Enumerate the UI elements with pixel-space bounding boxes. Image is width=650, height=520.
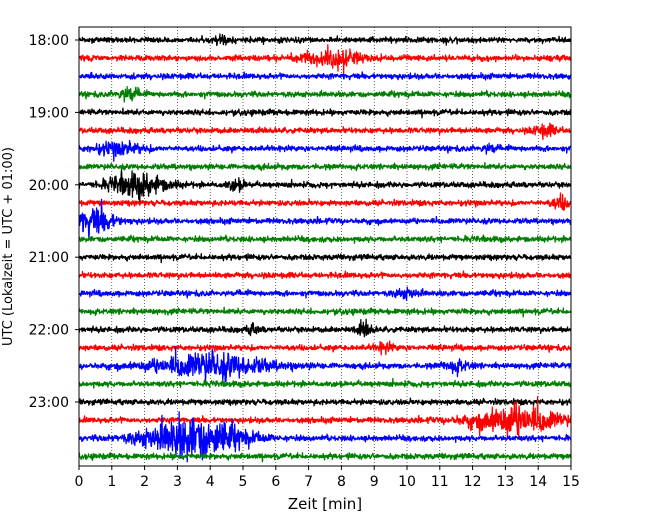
x-tick-label: 8 [337, 474, 346, 490]
x-tick-label: 0 [75, 474, 84, 490]
x-tick-label: 12 [464, 474, 482, 490]
trace-2115 [78, 270, 572, 280]
y-tick-label: 22:00 [29, 323, 69, 339]
trace-1945 [78, 161, 572, 172]
trace-2045 [78, 234, 572, 244]
trace-2015 [78, 192, 572, 211]
trace-1800 [78, 33, 572, 47]
trace-2000 [78, 169, 572, 203]
trace-2300 [78, 397, 572, 407]
y-axis-ticks: 18:00 19:00 20:00 21:00 22:00 23:00 [29, 33, 79, 411]
y-tick-label: 20:00 [29, 178, 69, 194]
x-tick-label: 7 [304, 474, 313, 490]
trace-1915 [78, 122, 572, 141]
seismogram-traces [78, 33, 572, 463]
trace-1845 [78, 86, 572, 103]
x-tick-label: 15 [562, 474, 580, 490]
trace-2130 [78, 286, 572, 301]
trace-1815 [78, 44, 572, 75]
x-axis-ticks: 0 1 2 3 4 5 6 7 8 9 10 11 12 13 14 15 [75, 466, 580, 490]
x-tick-label: 1 [107, 474, 116, 490]
trace-2245 [78, 377, 572, 389]
trace-1900 [78, 107, 572, 119]
x-tick-label: 2 [140, 474, 149, 490]
x-tick-label: 5 [239, 474, 248, 490]
trace-2030 [78, 198, 572, 240]
x-tick-label: 14 [529, 474, 547, 490]
x-axis-label: Zeit [min] [288, 495, 362, 513]
trace-2145 [78, 306, 572, 318]
trace-2330 [78, 411, 572, 463]
x-tick-label: 3 [173, 474, 182, 490]
y-tick-label: 21:00 [29, 250, 69, 266]
y-axis-label: UTC (Lokalzeit = UTC + 01:00) [1, 147, 16, 346]
y-tick-label: 23:00 [29, 395, 69, 411]
x-tick-label: 9 [370, 474, 379, 490]
trace-2230 [78, 346, 572, 383]
x-tick-label: 4 [206, 474, 215, 490]
trace-2100 [78, 253, 572, 264]
x-tick-label: 11 [431, 474, 449, 490]
plot-frame [78, 26, 572, 467]
x-tick-label: 6 [271, 474, 280, 490]
trace-2200 [78, 318, 572, 338]
grid-lines [111, 27, 539, 466]
y-tick-label: 18:00 [29, 33, 69, 49]
y-tick-label: 19:00 [29, 105, 69, 121]
trace-1830 [78, 71, 572, 81]
trace-2345 [78, 452, 572, 463]
trace-1930 [78, 139, 572, 162]
x-tick-label: 10 [398, 474, 416, 490]
x-tick-label: 13 [496, 474, 514, 490]
trace-2215 [78, 340, 572, 356]
trace-2315 [78, 395, 572, 440]
